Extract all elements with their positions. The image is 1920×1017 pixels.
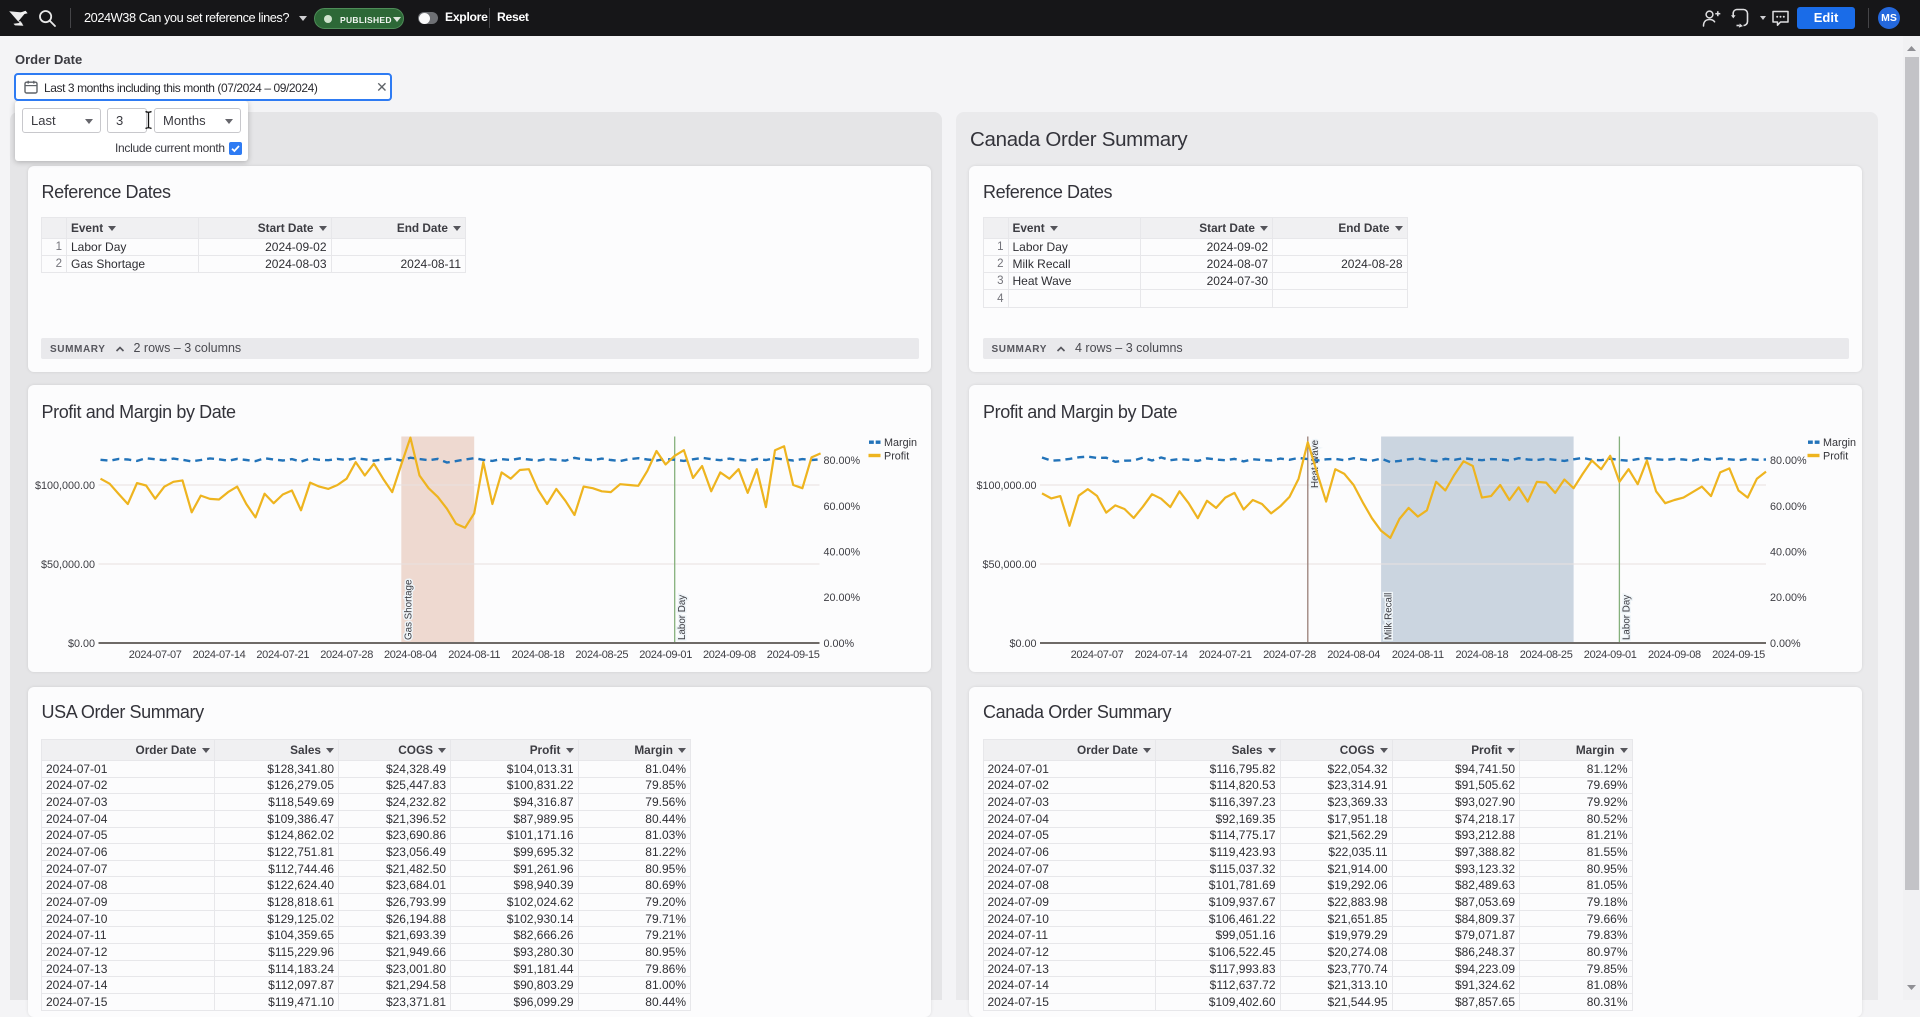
svg-text:Labor Day: Labor Day [677,595,688,640]
svg-text:60.00%: 60.00% [1770,501,1807,513]
svg-text:2024-07-14: 2024-07-14 [1135,649,1188,661]
svg-text:2024-07-14: 2024-07-14 [192,649,245,661]
svg-text:2024-08-25: 2024-08-25 [1520,649,1573,661]
svg-text:2024-08-25: 2024-08-25 [575,649,628,661]
svg-text:2024-09-01: 2024-09-01 [639,649,692,661]
svg-text:$0.00: $0.00 [67,638,94,650]
svg-text:Margin: Margin [1823,437,1856,449]
svg-text:2024-09-15: 2024-09-15 [1712,649,1765,661]
svg-text:80.00%: 80.00% [1770,455,1807,467]
svg-text:Labor Day: Labor Day [1622,595,1633,640]
svg-text:2024-08-04: 2024-08-04 [1327,649,1380,661]
svg-text:2024-08-11: 2024-08-11 [1392,649,1444,661]
svg-text:Margin: Margin [884,437,917,449]
svg-text:20.00%: 20.00% [823,592,860,604]
svg-text:Gas Shortage: Gas Shortage [403,579,414,640]
svg-text:$0.00: $0.00 [1009,638,1036,650]
svg-text:2024-09-15: 2024-09-15 [766,649,819,661]
svg-text:60.00%: 60.00% [823,501,860,513]
svg-text:2024-08-18: 2024-08-18 [1456,649,1509,661]
svg-text:$100,000.00: $100,000.00 [34,480,94,492]
svg-text:0.00%: 0.00% [823,638,854,650]
svg-text:2024-09-01: 2024-09-01 [1584,649,1637,661]
svg-text:2024-07-28: 2024-07-28 [1263,649,1316,661]
svg-text:Profit: Profit [884,451,909,463]
svg-text:0.00%: 0.00% [1770,638,1801,650]
svg-text:$100,000.00: $100,000.00 [976,480,1036,492]
svg-text:$50,000.00: $50,000.00 [982,559,1036,571]
svg-text:Milk Recall: Milk Recall [1383,593,1394,640]
svg-text:2024-08-11: 2024-08-11 [448,649,500,661]
svg-text:2024-07-07: 2024-07-07 [1071,649,1124,661]
svg-text:2024-09-08: 2024-09-08 [703,649,756,661]
svg-text:80.00%: 80.00% [823,455,860,467]
svg-text:2024-07-21: 2024-07-21 [1199,649,1252,661]
svg-text:40.00%: 40.00% [823,547,860,559]
svg-text:2024-08-18: 2024-08-18 [511,649,564,661]
svg-text:20.00%: 20.00% [1770,592,1807,604]
svg-text:40.00%: 40.00% [1770,547,1807,559]
svg-text:Profit: Profit [1823,451,1848,463]
svg-text:2024-07-21: 2024-07-21 [256,649,309,661]
svg-text:2024-08-04: 2024-08-04 [384,649,437,661]
svg-text:2024-07-07: 2024-07-07 [128,649,181,661]
svg-text:2024-07-28: 2024-07-28 [320,649,373,661]
svg-text:$50,000.00: $50,000.00 [40,559,94,571]
svg-text:2024-09-08: 2024-09-08 [1648,649,1701,661]
